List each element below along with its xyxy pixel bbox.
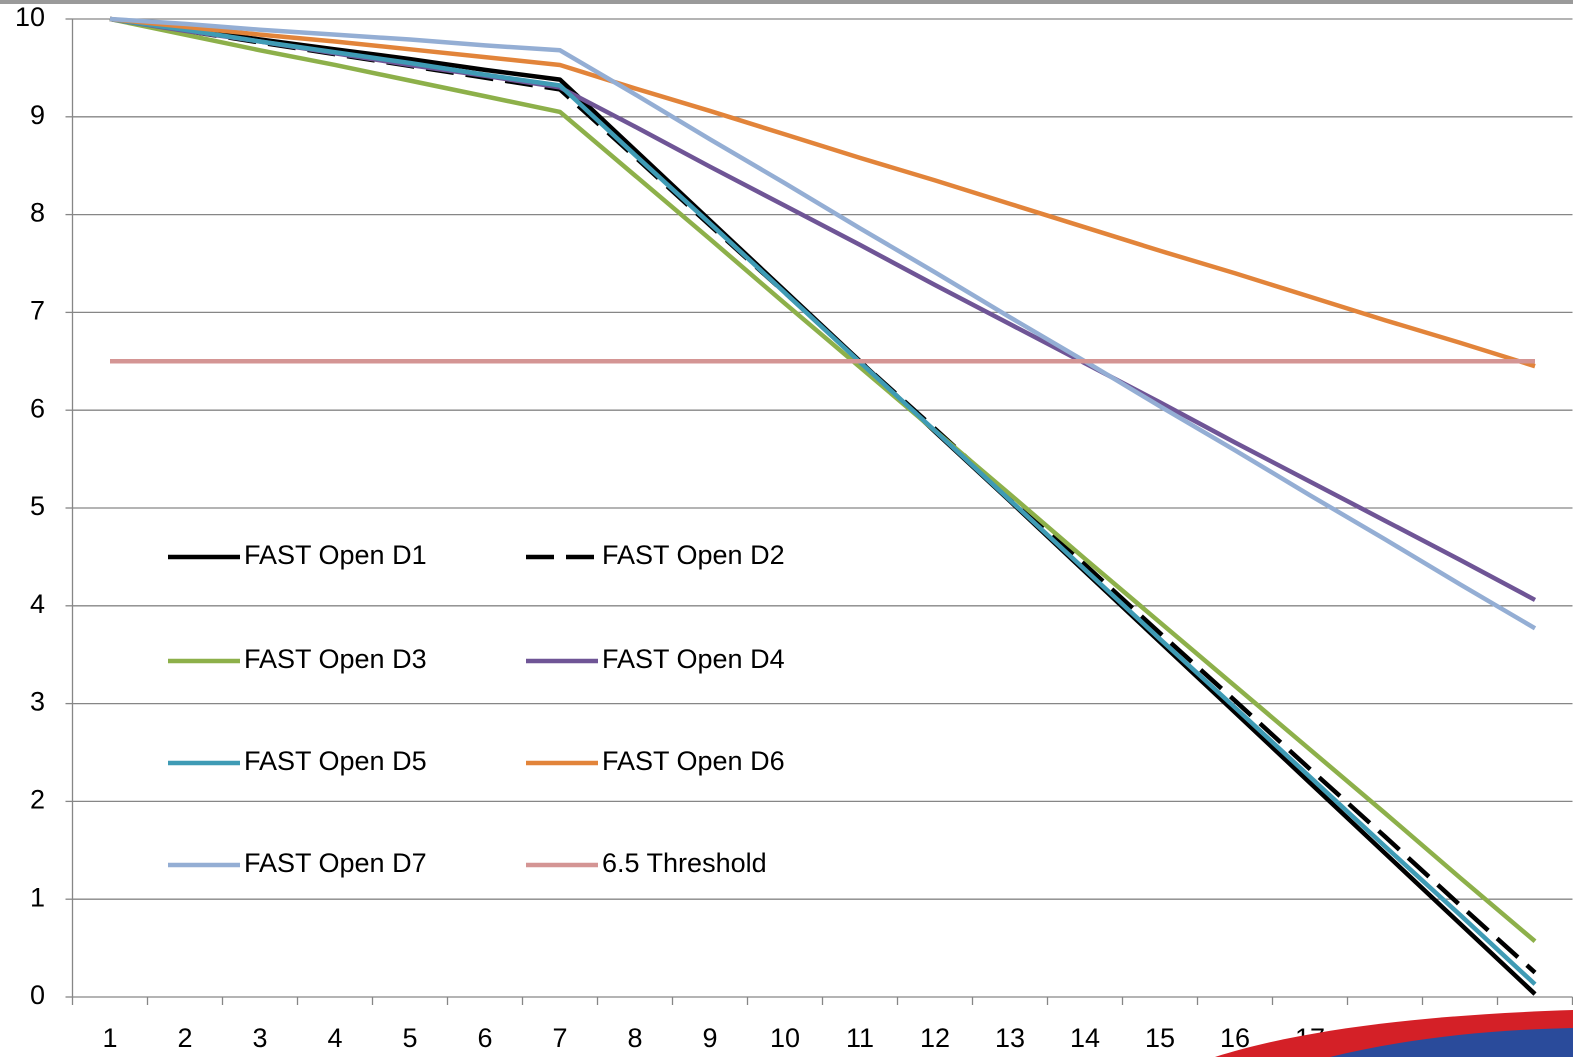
y-tick-label: 2 <box>30 785 45 815</box>
legend-label: FAST Open D1 <box>244 540 427 570</box>
series-line <box>109 16 1537 602</box>
series-line <box>109 16 1537 631</box>
x-tick-label: 16 <box>1220 1023 1250 1053</box>
x-tick-label: 10 <box>770 1023 800 1053</box>
y-tick-label: 8 <box>30 198 45 228</box>
x-tick-label: 4 <box>327 1023 342 1053</box>
y-tick-label: 7 <box>30 296 45 326</box>
y-tick-label: 6 <box>30 393 45 423</box>
y-tick-label: 3 <box>30 687 45 717</box>
legend-label: FAST Open D7 <box>244 848 427 878</box>
x-tick-label: 8 <box>627 1023 642 1053</box>
logo <box>1215 1010 1573 1057</box>
x-tick-label: 14 <box>1070 1023 1100 1053</box>
legend-label: 6.5 Threshold <box>602 848 767 878</box>
legend-label: FAST Open D2 <box>602 540 785 570</box>
series-line <box>109 16 1537 975</box>
y-tick-label: 10 <box>15 2 45 32</box>
y-tick-label: 4 <box>30 589 45 619</box>
y-tick-label: 0 <box>30 980 45 1010</box>
x-tick-label: 9 <box>702 1023 717 1053</box>
x-tick-label: 6 <box>477 1023 492 1053</box>
series-line <box>109 16 1537 943</box>
x-tick-label: 7 <box>552 1023 567 1053</box>
legend-label: FAST Open D6 <box>602 746 785 776</box>
y-tick-label: 9 <box>30 100 45 130</box>
x-tick-label: 11 <box>846 1023 874 1053</box>
x-tick-label: 2 <box>177 1023 192 1053</box>
x-tick-label: 5 <box>402 1023 417 1053</box>
legend-label: FAST Open D3 <box>244 644 427 674</box>
series-line <box>109 16 1536 369</box>
x-tick-label: 1 <box>102 1023 117 1053</box>
y-tick-label: 5 <box>30 491 45 521</box>
series-line <box>109 16 1537 986</box>
x-tick-label: 12 <box>920 1023 950 1053</box>
legend-label: FAST Open D5 <box>244 746 427 776</box>
y-tick-label: 1 <box>30 882 45 912</box>
x-tick-label: 3 <box>252 1023 267 1053</box>
top-border <box>0 0 1573 4</box>
x-tick-label: 13 <box>995 1023 1025 1053</box>
x-tick-label: 15 <box>1145 1023 1175 1053</box>
legend-label: FAST Open D4 <box>602 644 785 674</box>
